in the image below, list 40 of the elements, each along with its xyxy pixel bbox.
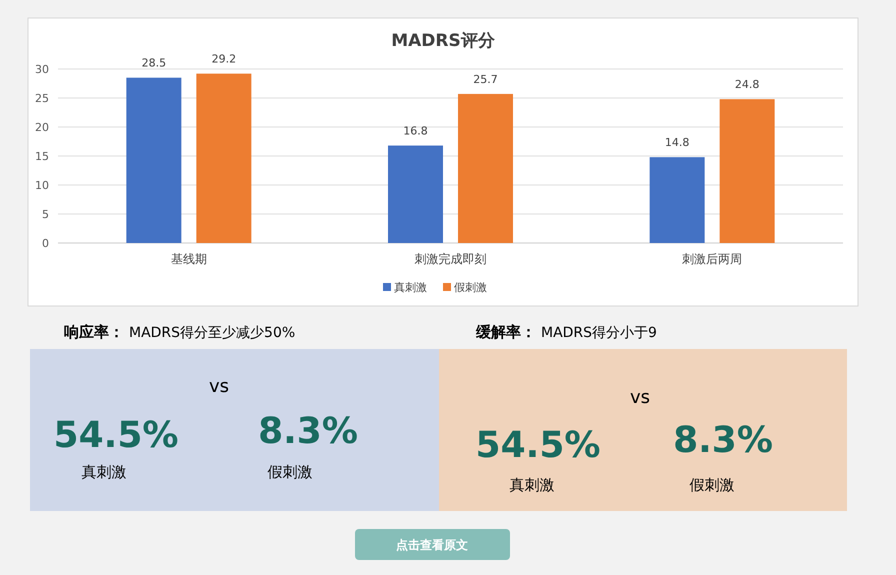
text: 8.3% — [258, 411, 358, 452]
data-label: 28.5 — [142, 56, 166, 70]
y-tick-label: 0 — [42, 237, 49, 250]
legend-label: 假刺激 — [454, 281, 487, 294]
text: 响应率： — [64, 323, 124, 341]
x-tick-label: 基线期 — [170, 252, 207, 266]
data-label: 16.8 — [403, 124, 428, 138]
text: 真刺激 — [82, 463, 126, 481]
x-tick-label: 刺激后两周 — [682, 252, 742, 266]
bar — [388, 146, 443, 243]
text: vs — [208, 376, 230, 397]
text: 点击查看原文 — [396, 538, 468, 552]
y-tick-label: 15 — [35, 150, 49, 163]
bar — [650, 157, 705, 243]
text: 缓解率： — [475, 323, 536, 341]
text: 真刺激 — [510, 476, 554, 494]
text: 54.5% — [54, 415, 178, 456]
text: 8.3% — [673, 420, 773, 461]
y-tick-label: 25 — [35, 92, 49, 105]
text: MADRS得分至少减少50% — [129, 325, 296, 341]
legend-label: 真刺激 — [394, 281, 427, 294]
text: vs — [630, 387, 650, 408]
y-tick-label: 30 — [35, 63, 49, 76]
bar — [458, 94, 513, 243]
text: 假刺激 — [690, 476, 734, 494]
text: MADRS得分小于9 — [541, 325, 657, 341]
y-tick-label: 20 — [35, 121, 49, 134]
data-label: 24.8 — [734, 78, 760, 92]
bar — [126, 78, 182, 243]
data-label: 14.8 — [664, 136, 690, 150]
text: 假刺激 — [268, 463, 312, 481]
data-label: 25.7 — [473, 72, 498, 86]
text: 54.5% — [476, 425, 600, 466]
bar — [196, 74, 252, 243]
y-tick-label: 10 — [35, 179, 49, 192]
chart-title: MADRS评分 — [391, 31, 496, 51]
x-tick-label: 刺激完成即刻 — [414, 252, 486, 266]
y-tick-label: 5 — [42, 208, 49, 221]
data-label: 29.2 — [212, 52, 236, 66]
bar — [720, 99, 775, 243]
